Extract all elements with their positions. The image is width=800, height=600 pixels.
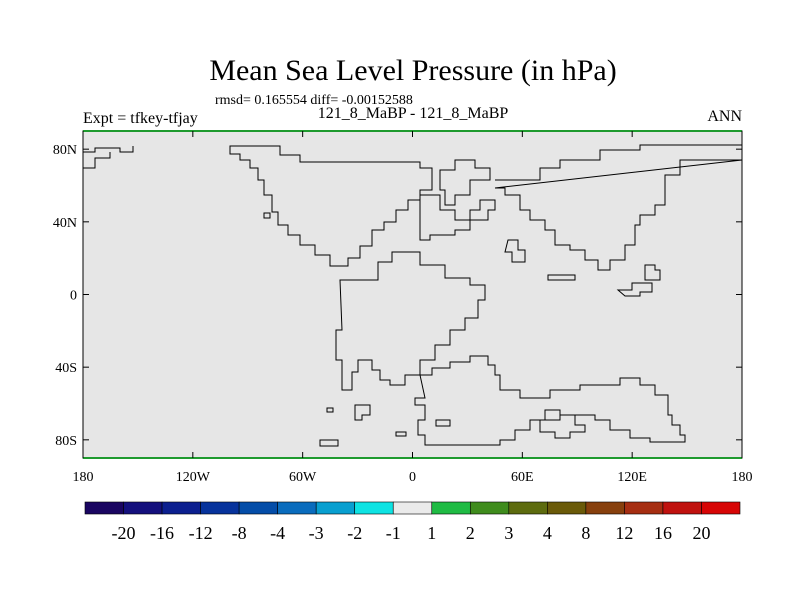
coastline-south-america xyxy=(335,251,486,391)
x-tick-label: 180 xyxy=(732,470,753,485)
coastline-eurasia xyxy=(494,144,743,271)
colorbar-label: -16 xyxy=(150,523,174,543)
coastline-africa xyxy=(414,355,686,446)
colorbar-swatch xyxy=(354,501,394,515)
colorbar-label: -4 xyxy=(270,523,285,543)
x-tick-label: 120E xyxy=(617,470,647,485)
colorbar-swatch xyxy=(123,501,163,515)
coastline-europe xyxy=(419,194,496,241)
colorbar-label: -1 xyxy=(386,523,401,543)
colorbar-label: -8 xyxy=(232,523,247,543)
colorbar-swatch xyxy=(200,501,240,515)
colorbar-swatch xyxy=(547,501,587,515)
x-tick-label: 60E xyxy=(511,470,534,485)
colorbar-label: 4 xyxy=(543,523,552,543)
x-tick-label: 60W xyxy=(289,470,317,485)
colorbar-label: 2 xyxy=(466,523,475,543)
season-label: ANN xyxy=(707,108,742,125)
colorbar-swatch xyxy=(392,501,433,515)
coastline-north-america xyxy=(229,145,433,267)
colorbar-label: -12 xyxy=(189,523,213,543)
y-axis-ticks: 80N 40N 0 40S 80S xyxy=(53,143,742,449)
colorbar-label: 8 xyxy=(581,523,590,543)
colorbar: -20 -16 -12 -8 -4 -3 -2 -1 1 2 3 4 8 12 16 20 xyxy=(84,501,741,543)
colorbar-swatch xyxy=(277,501,317,515)
y-tick-label: 80S xyxy=(55,434,77,449)
colorbar-label: 12 xyxy=(615,523,633,543)
colorbar-swatch xyxy=(585,501,625,515)
colorbar-swatch xyxy=(161,501,201,515)
colorbar-swatch xyxy=(469,501,510,515)
y-tick-label: 0 xyxy=(70,289,77,304)
colorbar-label: -2 xyxy=(347,523,362,543)
coastlines xyxy=(82,144,743,447)
rmsd-diff-text: rmsd= 0.165554 diff= -0.00152588 xyxy=(215,93,413,108)
colorbar-label: 3 xyxy=(504,523,513,543)
y-tick-label: 40N xyxy=(53,216,77,231)
map-fill xyxy=(83,131,742,458)
coastline-australia xyxy=(539,414,586,439)
x-tick-label: 120W xyxy=(176,470,211,485)
colorbar-swatch xyxy=(84,501,124,515)
y-tick-label: 80N xyxy=(53,143,77,158)
colorbar-swatch xyxy=(238,501,278,515)
colorbar-swatch xyxy=(662,501,702,515)
plot-title: Mean Sea Level Pressure (in hPa) xyxy=(209,54,617,87)
colorbar-swatch xyxy=(431,501,471,515)
colorbar-label: -20 xyxy=(112,523,136,543)
experiment-label: Expt = tfkey-tfjay xyxy=(83,110,198,127)
coastline-islands xyxy=(82,146,661,447)
x-axis-ticks: 180 120W 60W 0 60E 120E 180 xyxy=(73,131,753,485)
colorbar-swatch xyxy=(624,501,664,515)
colorbar-label: -3 xyxy=(309,523,324,543)
colorbar-label: 20 xyxy=(692,523,710,543)
colorbar-swatch xyxy=(508,501,548,515)
colorbar-swatch xyxy=(315,501,356,515)
colorbar-swatch xyxy=(701,501,741,515)
colorbar-label: 16 xyxy=(654,523,672,543)
x-tick-label: 0 xyxy=(409,470,416,485)
y-tick-label: 40S xyxy=(55,361,77,376)
plot-subtitle: 121_8_MaBP - 121_8_MaBP xyxy=(317,105,509,122)
x-tick-label: 180 xyxy=(73,470,94,485)
coastline-greenland xyxy=(439,159,491,206)
colorbar-label: 1 xyxy=(427,523,436,543)
